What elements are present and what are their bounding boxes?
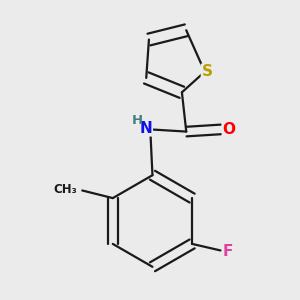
Text: N: N (140, 121, 152, 136)
Text: H: H (132, 114, 143, 127)
Text: F: F (223, 244, 233, 259)
Text: O: O (222, 122, 235, 137)
Text: S: S (201, 64, 212, 79)
Text: CH₃: CH₃ (53, 183, 77, 196)
